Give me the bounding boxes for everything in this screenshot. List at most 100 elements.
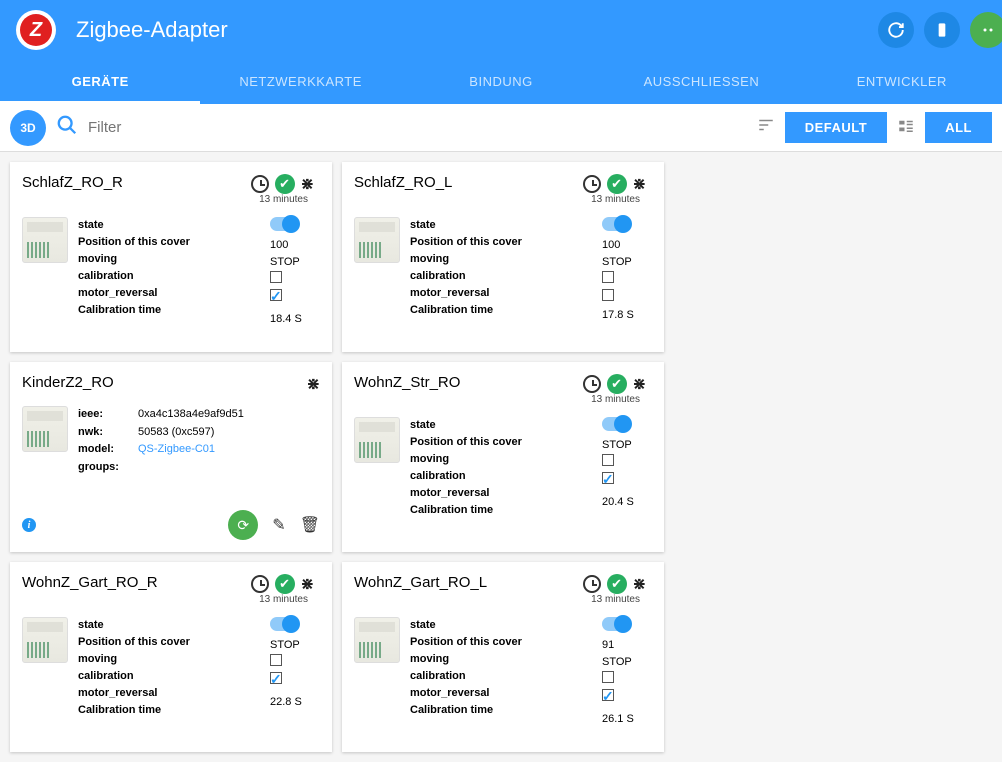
check-icon: ✔ (607, 574, 627, 594)
groups-value (138, 459, 320, 477)
last-seen: 13 minutes (591, 194, 640, 205)
3d-toggle-button[interactable]: 3D (10, 110, 46, 146)
moving-value: STOP (602, 437, 652, 454)
motor-reversal-checkbox[interactable] (602, 472, 614, 484)
model-value[interactable]: QS-Zigbee-C01 (138, 441, 320, 459)
tab-exclude[interactable]: AUSSCHLIESSEN (601, 60, 801, 104)
delete-button[interactable]: 🗑 (300, 515, 320, 535)
position-value: 100 (270, 237, 320, 254)
device-image (22, 217, 68, 263)
property-labels: state Position of this cover moving cali… (410, 417, 592, 540)
moving-value: STOP (270, 254, 320, 271)
calibration-time-value: 18.4 S (270, 311, 320, 328)
motor-reversal-checkbox[interactable] (602, 689, 614, 701)
property-values: 91 STOP 26.1 S (602, 617, 652, 740)
device-card: WohnZ_Gart_RO_R ✔ ⋇ 13 minutes state Pos… (10, 562, 332, 752)
signal-icon: ⋇ (301, 174, 314, 194)
calibration-checkbox[interactable] (270, 271, 282, 283)
info-icon[interactable]: i (22, 518, 36, 532)
ieee-label: ieee: (78, 406, 138, 424)
clock-icon (251, 575, 269, 593)
last-seen: 13 minutes (259, 194, 308, 205)
state-toggle[interactable] (270, 617, 298, 631)
signal-icon: ⋇ (301, 574, 314, 594)
device-button[interactable] (924, 12, 960, 48)
app-title: Zigbee-Adapter (76, 17, 868, 43)
device-card: WohnZ_Gart_RO_L ✔ ⋇ 13 minutes state Pos… (342, 562, 664, 752)
position-value: 100 (602, 237, 652, 254)
property-labels: state Position of this cover moving cali… (78, 617, 260, 740)
tab-networkmap[interactable]: NETZWERKKARTE (200, 60, 400, 104)
calibration-time-value: 20.4 S (602, 494, 652, 511)
property-labels: state Position of this cover moving cali… (78, 217, 260, 340)
moving-value: STOP (270, 637, 320, 654)
device-title: WohnZ_Str_RO (354, 374, 583, 391)
device-card: WohnZ_Str_RO ✔ ⋇ 13 minutes state Positi… (342, 362, 664, 552)
calibration-checkbox[interactable] (602, 671, 614, 683)
last-seen: 13 minutes (591, 594, 640, 605)
calibration-time-value: 17.8 S (602, 307, 652, 324)
filter-input[interactable] (88, 119, 288, 136)
search-icon[interactable] (56, 114, 78, 142)
zigbee-logo: Z (16, 10, 56, 50)
nwk-value: 50583 (0xc597) (138, 424, 320, 442)
device-image (354, 217, 400, 263)
motor-reversal-checkbox[interactable] (602, 289, 614, 301)
sort-icon[interactable] (757, 116, 775, 139)
chat-button[interactable] (970, 12, 1002, 48)
default-pill[interactable]: DEFAULT (785, 112, 887, 143)
last-seen: 13 minutes (259, 594, 308, 605)
refresh-button[interactable] (878, 12, 914, 48)
calibration-checkbox[interactable] (270, 654, 282, 666)
motor-reversal-checkbox[interactable] (270, 672, 282, 684)
tab-binding[interactable]: BINDUNG (401, 60, 601, 104)
device-card: SchlafZ_RO_R ✔ ⋇ 13 minutes state Positi… (10, 162, 332, 352)
device-card: SchlafZ_RO_L ✔ ⋇ 13 minutes state Positi… (342, 162, 664, 352)
moving-value: STOP (602, 254, 652, 271)
device-image (354, 417, 400, 463)
check-icon: ✔ (275, 574, 295, 594)
device-image (22, 406, 68, 452)
signal-icon: ⋇ (633, 574, 646, 594)
view-icon[interactable] (897, 117, 915, 138)
clock-icon (583, 575, 601, 593)
all-pill[interactable]: ALL (925, 112, 992, 143)
position-value: 91 (602, 637, 652, 654)
device-title: KinderZ2_RO (22, 374, 307, 391)
device-grid: SchlafZ_RO_R ✔ ⋇ 13 minutes state Positi… (0, 152, 1002, 762)
nwk-label: nwk: (78, 424, 138, 442)
moving-value: STOP (602, 654, 652, 671)
property-values: STOP 22.8 S (270, 617, 320, 740)
calibration-time-value: 26.1 S (602, 711, 652, 728)
calibration-checkbox[interactable] (602, 454, 614, 466)
state-toggle[interactable] (602, 217, 630, 231)
signal-icon: ⋇ (633, 174, 646, 194)
state-toggle[interactable] (270, 217, 298, 231)
clock-icon (583, 375, 601, 393)
property-values: 100 STOP 18.4 S (270, 217, 320, 340)
property-values: STOP 20.4 S (602, 417, 652, 540)
check-icon: ✔ (275, 174, 295, 194)
tab-developer[interactable]: ENTWICKLER (802, 60, 1002, 104)
edit-button[interactable]: ✎ (272, 515, 285, 535)
state-toggle[interactable] (602, 617, 630, 631)
device-image (22, 617, 68, 663)
ieee-value: 0xa4c138a4e9af9d51 (138, 406, 320, 424)
motor-reversal-checkbox[interactable] (270, 289, 282, 301)
tab-devices[interactable]: GERÄTE (0, 60, 200, 104)
clock-icon (583, 175, 601, 193)
check-icon: ✔ (607, 374, 627, 394)
app-header: Z Zigbee-Adapter (0, 0, 1002, 60)
device-card: KinderZ2_RO ⋇ ieee:0xa4c138a4e9af9d51 nw… (10, 362, 332, 552)
reconfigure-button[interactable]: ⟳ (228, 510, 258, 540)
device-title: WohnZ_Gart_RO_R (22, 574, 251, 591)
calibration-time-value: 22.8 S (270, 694, 320, 711)
calibration-checkbox[interactable] (602, 271, 614, 283)
state-toggle[interactable] (602, 417, 630, 431)
property-labels: state Position of this cover moving cali… (410, 617, 592, 740)
property-values: 100 STOP 17.8 S (602, 217, 652, 340)
signal-icon: ⋇ (633, 374, 646, 394)
groups-label: groups: (78, 459, 138, 477)
signal-icon: ⋇ (307, 374, 320, 394)
toolbar: 3D DEFAULT ALL (0, 104, 1002, 152)
